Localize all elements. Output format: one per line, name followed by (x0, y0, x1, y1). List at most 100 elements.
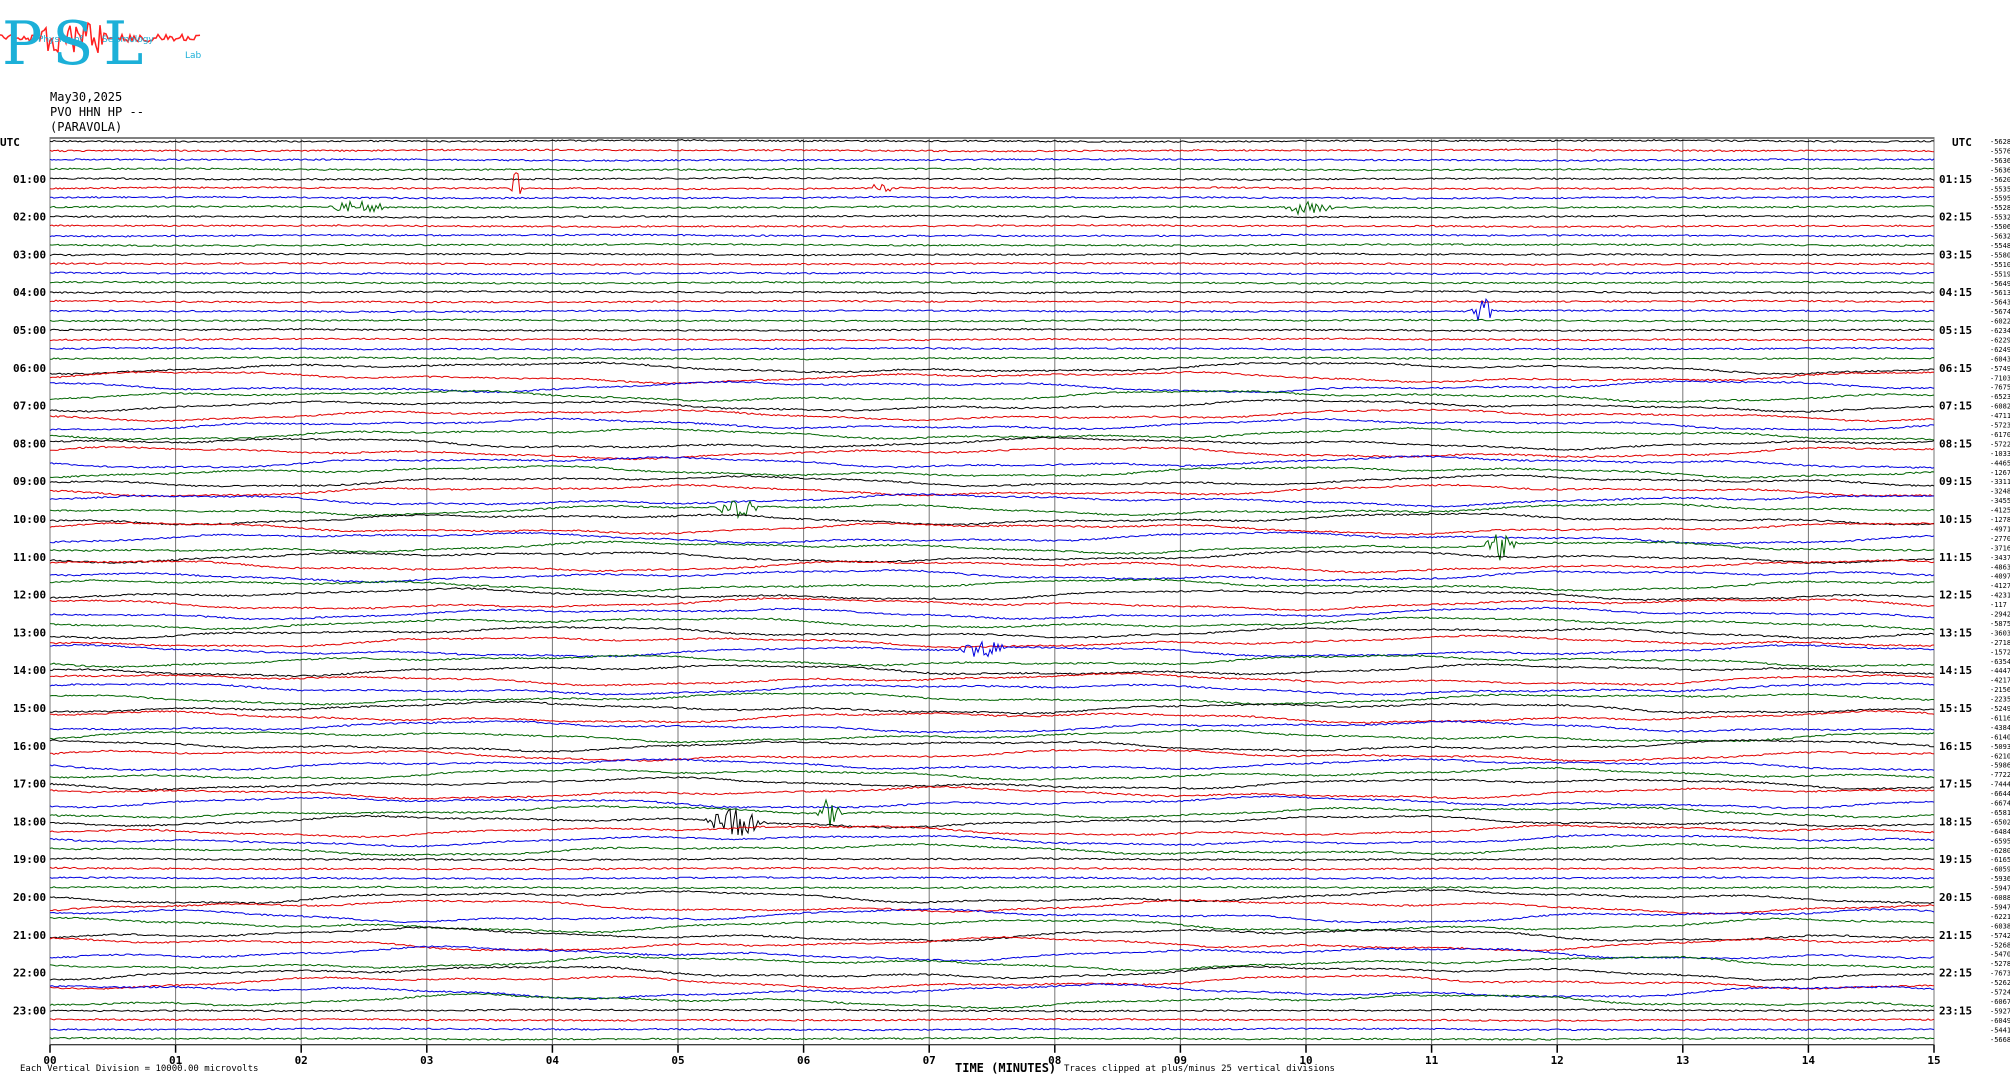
trace-offset-label: -6140 (1990, 733, 2010, 741)
seismogram-trace (49, 252, 1935, 257)
trace-offset-label: -2718 (1990, 639, 2010, 647)
trace-offset-label: -6595 (1990, 837, 2010, 845)
seismogram-trace (49, 876, 1935, 881)
left-hour-label: 01:00 (13, 173, 46, 186)
x-tick-label: 04 (546, 1054, 560, 1067)
trace-offset-label: -5649 (1990, 280, 2010, 288)
seismogram-trace (49, 483, 1935, 498)
trace-offset-label: -5441 (1990, 1026, 2010, 1034)
trace-offset-label: -5875 (1990, 620, 2010, 628)
x-tick-label: 14 (1802, 1054, 1816, 1067)
x-axis-title: TIME (MINUTES) (955, 1061, 1057, 1075)
trace-offset-label: -6280 (1990, 847, 2010, 855)
seismogram-trace (49, 199, 1935, 216)
seismogram-trace (50, 214, 1935, 219)
seismogram-trace (49, 700, 1935, 715)
seismogram-trace (49, 916, 1935, 934)
seismogram-trace (49, 318, 1934, 323)
axis-labels: 00 01 02 03 04 05 06 07 08 09 10 11 12 13 14 15-5628-55… (0, 136, 2010, 1067)
seismogram-trace (49, 521, 1935, 536)
trace-offset-label: -4231 (1990, 592, 2010, 600)
seismogram-trace (49, 298, 1935, 321)
trace-offset-label: -6249 (1990, 346, 2010, 354)
trace-offset-label: -5093 (1990, 743, 2010, 751)
trace-offset-label: -5620 (1990, 176, 2010, 184)
left-hour-label: 05:00 (13, 324, 46, 337)
seismogram-trace (49, 1036, 1935, 1041)
trace-offset-label: -5722 (1990, 440, 2010, 448)
left-hour-label: 07:00 (13, 400, 46, 413)
trace-offset-label: -5519 (1990, 270, 2010, 278)
trace-offset-label: -6088 (1990, 894, 2010, 902)
seismogram-trace (49, 512, 1935, 526)
trace-offset-label: -5724 (1990, 989, 2010, 997)
trace-offset-label: -1267 (1990, 469, 2010, 477)
trace-offset-label: -6502 (1990, 818, 2010, 826)
logo-line-1: Physics of (38, 35, 84, 45)
trace-offset-label: -4465 (1990, 459, 2010, 467)
right-hour-label: 12:15 (1939, 589, 1972, 602)
seismogram-trace (49, 493, 1934, 508)
seismogram-trace (49, 157, 1935, 162)
trace-offset-label: -6644 (1990, 790, 2010, 798)
trace-offset-label: -6484 (1990, 828, 2010, 836)
right-hour-label: 13:15 (1939, 626, 1972, 639)
seismogram-trace (49, 885, 1935, 890)
seismogram-trace (49, 798, 1935, 828)
seismogram-trace (49, 408, 1935, 423)
x-tick-label: 07 (923, 1054, 936, 1067)
trace-offset-label: -5249 (1990, 705, 2010, 713)
clip-note: Traces clipped at plus/minus 25 vertical… (1064, 1064, 1335, 1074)
left-axis-title: UTC (0, 136, 20, 149)
trace-offset-label: -5742 (1990, 932, 2010, 940)
left-hour-label: 19:00 (13, 853, 46, 866)
right-hour-label: 19:15 (1939, 853, 1972, 866)
x-tick-label: 12 (1551, 1054, 1564, 1067)
trace-offset-label: -3603 (1990, 629, 2010, 637)
trace-offset-label: -6082 (1990, 403, 2010, 411)
seismogram-trace (49, 993, 1935, 1010)
seismogram-trace (49, 640, 1934, 658)
seismogram-trace (50, 195, 1935, 200)
trace-offset-label: -5595 (1990, 195, 2010, 203)
trace-offset-label: -5636 (1990, 157, 2010, 165)
seismogram-trace (49, 398, 1935, 413)
scale-note: Each Vertical Division = 10000.00 microv… (20, 1064, 259, 1074)
trace-offset-label: -4447 (1990, 667, 2010, 675)
station-code: PVO HHN HP -- (50, 105, 144, 119)
trace-offset-label: -5723 (1990, 422, 2010, 430)
left-hour-label: 23:00 (13, 1004, 46, 1017)
seismogram-trace (49, 866, 1935, 871)
left-hour-label: 08:00 (13, 437, 46, 450)
seismogram-trace (49, 606, 1935, 621)
seismogram-trace (49, 738, 1934, 753)
trace-offset-label: -5668 (1990, 1036, 2010, 1044)
x-tick-label: 15 (1927, 1054, 1940, 1067)
left-hour-label: 17:00 (13, 778, 46, 791)
seismogram-trace (49, 983, 1935, 1001)
trace-offset-label: -5470 (1990, 951, 2010, 959)
seismogram-trace (49, 578, 1934, 593)
trace-offset-label: -4127 (1990, 582, 2010, 590)
seismogram-trace (49, 280, 1935, 285)
seismogram-trace (49, 223, 1935, 229)
trace-offset-label: -5927 (1990, 1007, 2010, 1015)
seismogram-trace (49, 955, 1935, 972)
right-hour-label: 11:15 (1939, 551, 1972, 564)
seismogram-trace (49, 436, 1935, 451)
seismogram-trace (49, 356, 1935, 361)
seismogram-trace (49, 824, 1935, 839)
station-location: (PARAVOLA) (50, 120, 123, 134)
seismogram-trace (49, 766, 1935, 781)
trace-offset-label: -2942 (1990, 611, 2010, 619)
seismogram-trace (49, 795, 1935, 810)
right-hour-label: 10:15 (1939, 513, 1972, 526)
seismogram-trace (49, 473, 1935, 488)
trace-offset-label: -5506 (1990, 223, 2010, 231)
left-hour-label: 09:00 (13, 475, 46, 488)
trace-offset-label: -6229 (1990, 336, 2010, 344)
trace-offset-label: -4384 (1990, 724, 2010, 732)
right-hour-label: 23:15 (1939, 1004, 1972, 1017)
seismogram-trace (49, 361, 1935, 376)
trace-offset-label: -4217 (1990, 677, 2010, 685)
